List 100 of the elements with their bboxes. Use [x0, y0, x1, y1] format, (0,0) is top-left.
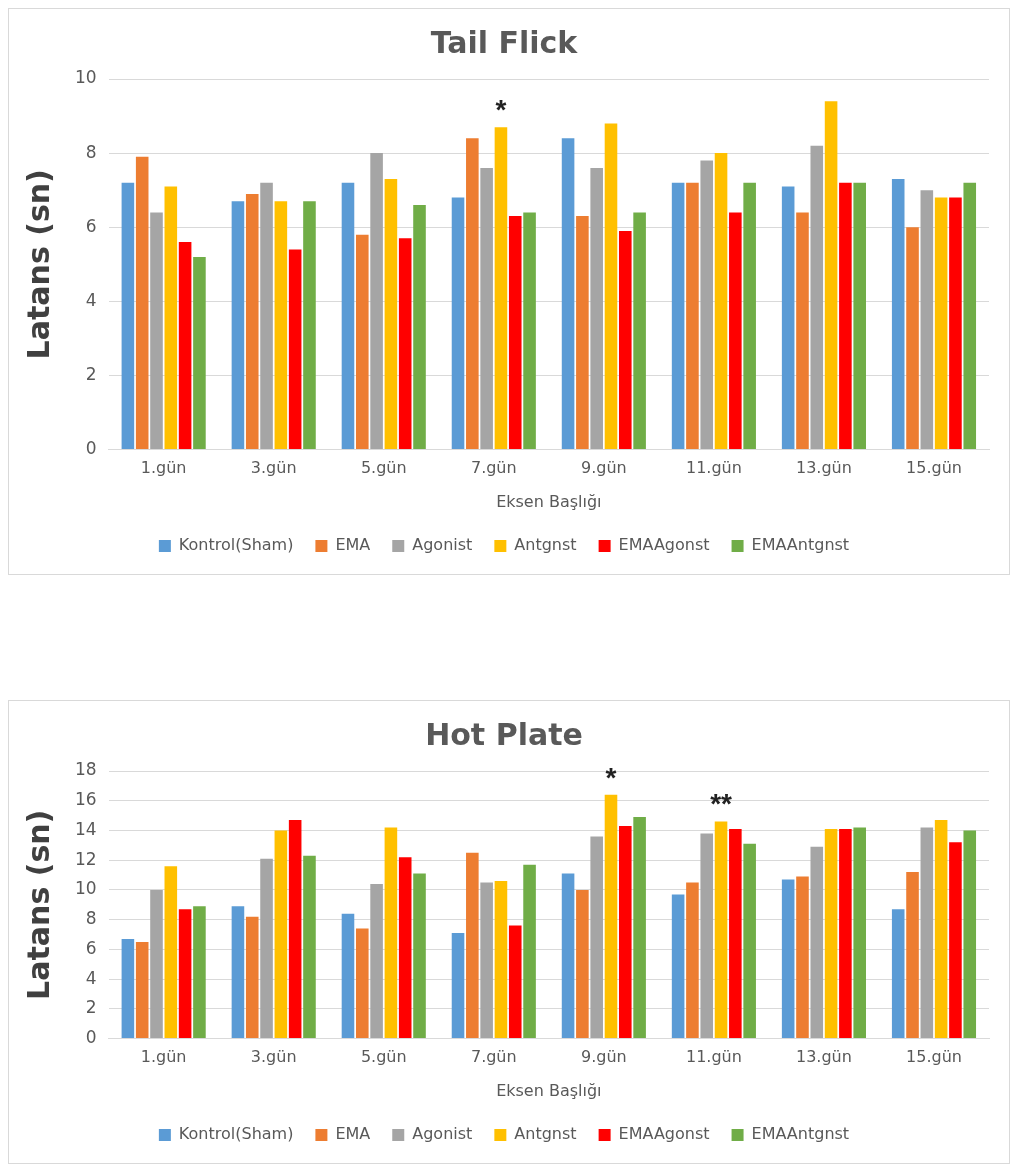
bar — [178, 242, 192, 450]
bar — [810, 846, 824, 1039]
bar — [853, 182, 866, 450]
y-tick-label: 4 — [85, 967, 97, 988]
bar — [920, 827, 934, 1039]
legend-label: Kontrol(Sham) — [178, 535, 294, 555]
legend-label: EMA — [335, 535, 371, 555]
bar — [398, 238, 412, 450]
x-tick-label: 3.gün — [250, 458, 297, 478]
bar — [906, 227, 919, 450]
bar — [671, 894, 685, 1039]
bar — [604, 794, 618, 1039]
annotation: * — [605, 761, 617, 793]
legend-label: Antgnst — [514, 535, 577, 555]
x-tick-label: 5.gün — [360, 458, 407, 478]
bar — [963, 182, 977, 450]
bar — [810, 145, 824, 450]
bar — [121, 182, 135, 450]
bar — [413, 873, 426, 1039]
bar — [729, 212, 742, 450]
legend-label: EMAAntgnst — [751, 1124, 850, 1144]
bar — [508, 925, 522, 1039]
bar — [963, 830, 977, 1039]
x-tick-label: 11.gün — [685, 458, 742, 478]
y-tick-label: 10 — [74, 878, 97, 899]
bar — [274, 201, 288, 450]
x-tick-label: 15.gün — [906, 458, 962, 478]
bar — [231, 201, 245, 450]
bar — [288, 820, 302, 1039]
bar — [494, 127, 508, 450]
bar — [561, 873, 575, 1039]
legend-label: EMAAgonst — [618, 1124, 710, 1144]
bar — [934, 820, 948, 1039]
bar — [193, 256, 206, 450]
x-tick-label: 9.gün — [580, 458, 627, 478]
bar — [341, 182, 355, 450]
bar — [700, 833, 714, 1039]
legend-label: Kontrol(Sham) — [178, 1124, 294, 1144]
bar — [686, 182, 699, 450]
bar — [398, 857, 412, 1039]
bar — [355, 928, 369, 1039]
bar — [633, 817, 646, 1039]
bar — [523, 212, 536, 450]
y-tick-label: 0 — [85, 1027, 97, 1048]
bar — [949, 197, 962, 450]
y-tick-label: 18 — [74, 759, 97, 780]
legend-label: Agonist — [412, 1124, 473, 1144]
bar — [451, 197, 465, 450]
legend-label: Agonist — [412, 535, 473, 555]
bar — [891, 909, 905, 1039]
legend-label: Antgnst — [514, 1124, 577, 1144]
bar — [413, 205, 426, 450]
annotation: * — [495, 93, 507, 125]
bar — [245, 916, 259, 1039]
bar — [150, 889, 163, 1039]
bar — [164, 186, 178, 450]
bar — [824, 101, 838, 450]
bar — [853, 827, 866, 1039]
bar — [231, 906, 245, 1039]
bar — [839, 828, 852, 1039]
bar — [384, 179, 398, 450]
x-tick-label: 5.gün — [360, 1047, 407, 1067]
chart-title: Tail Flick — [430, 24, 579, 60]
bar — [633, 212, 646, 450]
bar — [743, 843, 756, 1039]
bar — [494, 881, 508, 1039]
bar — [274, 830, 288, 1039]
bar — [303, 855, 316, 1039]
bar — [164, 866, 178, 1039]
y-tick-label: 0 — [85, 438, 97, 459]
bar — [355, 234, 369, 450]
x-tick-label: 1.gün — [140, 1047, 187, 1067]
bar — [193, 906, 206, 1039]
bar — [781, 879, 795, 1039]
bar — [576, 216, 589, 450]
bar — [796, 876, 809, 1039]
y-tick-label: 6 — [85, 215, 97, 236]
bar — [824, 828, 838, 1039]
bar — [714, 821, 728, 1039]
x-tick-label: 3.gün — [250, 1047, 297, 1067]
bar — [466, 852, 479, 1039]
bar — [576, 889, 589, 1039]
bar — [150, 212, 163, 450]
x-tick-label: 7.gün — [470, 1047, 517, 1067]
y-tick-label: 2 — [85, 997, 97, 1018]
annotation: ** — [710, 788, 733, 820]
bar — [135, 156, 149, 450]
bar — [714, 153, 728, 450]
bar — [949, 842, 962, 1039]
bar — [700, 160, 714, 450]
bar — [245, 193, 259, 450]
chart-title: Hot Plate — [425, 716, 583, 752]
bar — [743, 182, 756, 450]
x-axis-title: Eksen Başlığı — [496, 1080, 602, 1100]
bar — [288, 249, 302, 450]
bar — [619, 826, 632, 1039]
x-tick-label: 13.gün — [795, 1047, 852, 1067]
bar — [508, 216, 522, 450]
bar — [604, 123, 618, 450]
x-tick-label: 1.gün — [140, 458, 187, 478]
